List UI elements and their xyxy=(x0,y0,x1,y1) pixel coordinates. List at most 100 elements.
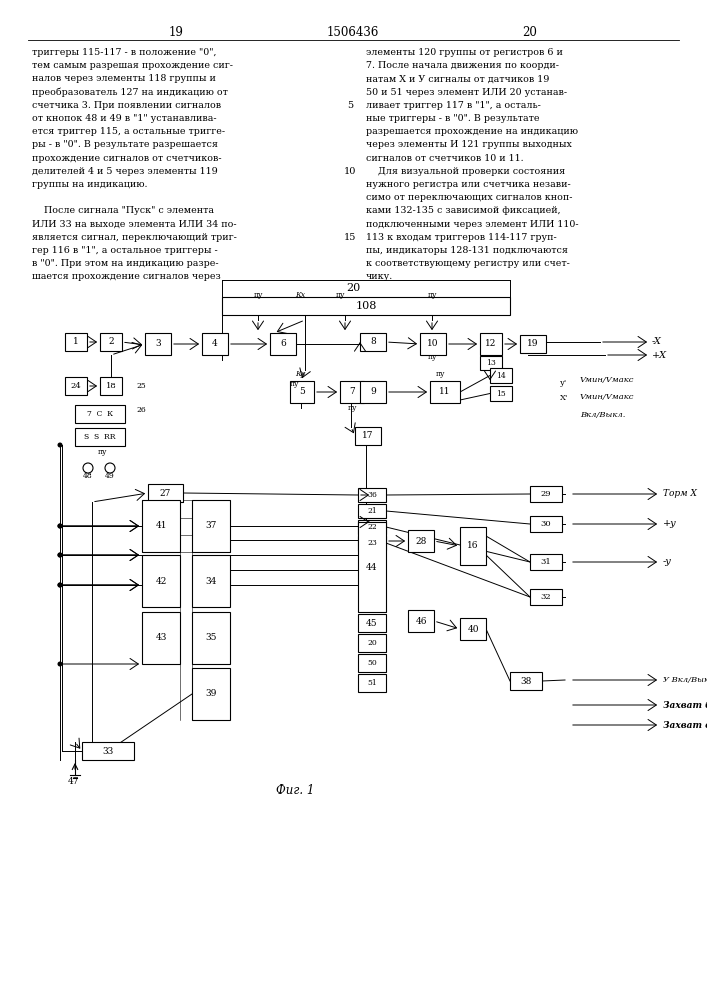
Bar xyxy=(408,610,434,632)
Circle shape xyxy=(58,553,62,557)
Circle shape xyxy=(58,662,62,666)
Text: 113 к входам триггеров 114-117 груп-: 113 к входам триггеров 114-117 груп- xyxy=(366,233,556,242)
Bar xyxy=(290,381,314,403)
Bar xyxy=(530,486,562,502)
Bar xyxy=(202,333,228,355)
Text: подключенными через элемент ИЛИ 110-: подключенными через элемент ИЛИ 110- xyxy=(366,220,578,229)
Bar xyxy=(460,527,486,565)
Text: ками 132-135 с зависимой фиксацией,: ками 132-135 с зависимой фиксацией, xyxy=(366,206,561,215)
Text: натам X и У сигналы от датчиков 19: натам X и У сигналы от датчиков 19 xyxy=(366,74,549,83)
Text: налов через элементы 118 группы и: налов через элементы 118 группы и xyxy=(32,74,216,83)
Text: 30: 30 xyxy=(541,520,551,528)
Text: 28: 28 xyxy=(415,536,427,546)
Text: 10: 10 xyxy=(344,167,356,176)
Text: 1506436: 1506436 xyxy=(327,25,379,38)
Text: симо от переключающих сигналов кноп-: симо от переключающих сигналов кноп- xyxy=(366,193,573,202)
Text: 14: 14 xyxy=(496,371,506,379)
Text: 31: 31 xyxy=(541,558,551,566)
Text: 45: 45 xyxy=(366,618,378,628)
Text: 35: 35 xyxy=(205,634,217,643)
Text: счетчика 3. При появлении сигналов: счетчика 3. При появлении сигналов xyxy=(32,101,221,110)
Text: 3: 3 xyxy=(156,340,160,349)
Bar xyxy=(192,500,230,552)
Text: разрешается прохождение на индикацию: разрешается прохождение на индикацию xyxy=(366,127,578,136)
Text: 40: 40 xyxy=(467,624,479,634)
Text: 51: 51 xyxy=(367,679,377,687)
Text: -X: -X xyxy=(652,338,662,347)
Bar xyxy=(82,742,134,760)
Text: 4: 4 xyxy=(212,340,218,349)
Text: 43: 43 xyxy=(156,634,167,643)
Text: 42: 42 xyxy=(156,576,167,585)
Text: 10: 10 xyxy=(427,340,439,349)
Bar xyxy=(100,333,122,351)
Text: в "0". При этом на индикацию разре-: в "0". При этом на индикацию разре- xyxy=(32,259,218,268)
Bar xyxy=(192,612,230,664)
Text: тем самым разрешая прохождение сиг-: тем самым разрешая прохождение сиг- xyxy=(32,61,233,70)
Bar xyxy=(358,654,386,672)
Bar xyxy=(270,333,296,355)
Bar xyxy=(460,618,486,640)
Bar xyxy=(75,405,125,423)
Bar xyxy=(142,555,180,607)
Circle shape xyxy=(58,524,62,528)
Text: +у: +у xyxy=(663,520,677,528)
Text: 46: 46 xyxy=(415,616,427,626)
Text: триггеры 115-117 - в положение "0",: триггеры 115-117 - в положение "0", xyxy=(32,48,216,57)
Bar xyxy=(490,368,512,383)
Text: 34: 34 xyxy=(205,576,216,585)
Bar xyxy=(192,668,230,720)
Text: 1: 1 xyxy=(73,338,79,347)
Text: 5: 5 xyxy=(299,387,305,396)
Text: Для визуальной проверки состояния: Для визуальной проверки состояния xyxy=(366,167,566,176)
Text: Захват блево(-2): Захват блево(-2) xyxy=(663,700,707,710)
Text: +X: +X xyxy=(652,351,667,360)
Text: После сигнала "Пуск" с элемента: После сигнала "Пуск" с элемента xyxy=(32,206,214,215)
Text: 2: 2 xyxy=(108,338,114,347)
Text: 50 и 51 через элемент ИЛИ 20 устанав-: 50 и 51 через элемент ИЛИ 20 устанав- xyxy=(366,88,567,97)
Bar xyxy=(510,672,542,690)
Text: 24: 24 xyxy=(71,382,81,390)
Bar xyxy=(222,297,510,315)
Bar xyxy=(520,335,546,353)
Text: 7  С  К: 7 С К xyxy=(87,410,113,418)
Text: 20: 20 xyxy=(346,283,360,293)
Text: 16: 16 xyxy=(467,542,479,550)
Text: пу: пу xyxy=(427,353,437,361)
Text: 11: 11 xyxy=(439,387,451,396)
Text: 9: 9 xyxy=(370,387,376,396)
Bar xyxy=(358,488,386,502)
Circle shape xyxy=(58,583,62,587)
Text: 23: 23 xyxy=(367,539,377,547)
Bar xyxy=(358,522,386,612)
Circle shape xyxy=(105,463,115,473)
Text: 39: 39 xyxy=(205,690,216,698)
Bar xyxy=(340,381,364,403)
Circle shape xyxy=(83,463,93,473)
Text: чику.: чику. xyxy=(366,272,393,281)
Bar xyxy=(142,612,180,664)
Text: ИЛИ 33 на выходе элемента ИЛИ 34 по-: ИЛИ 33 на выходе элемента ИЛИ 34 по- xyxy=(32,220,237,229)
Text: пу: пу xyxy=(335,291,345,299)
Text: 15: 15 xyxy=(344,233,356,242)
Text: пу: пу xyxy=(436,370,445,378)
Text: Вкл/Выкл.: Вкл/Выкл. xyxy=(580,411,626,419)
Bar xyxy=(530,554,562,570)
Text: 5: 5 xyxy=(347,101,353,110)
Text: от кнопок 48 и 49 в "1" устанавлива-: от кнопок 48 и 49 в "1" устанавлива- xyxy=(32,114,216,123)
Bar xyxy=(358,674,386,692)
Text: ры - в "0". В результате разрешается: ры - в "0". В результате разрешается xyxy=(32,140,218,149)
Text: 25: 25 xyxy=(136,382,146,390)
Text: пу: пу xyxy=(291,380,300,388)
Text: ливает триггер 117 в "1", а осталь-: ливает триггер 117 в "1", а осталь- xyxy=(366,101,541,110)
Text: группы на индикацию.: группы на индикацию. xyxy=(32,180,148,189)
Text: 20: 20 xyxy=(367,639,377,647)
Bar xyxy=(480,333,502,355)
Text: X': X' xyxy=(560,394,568,402)
Text: сигналов от счетчиков 10 и 11.: сигналов от счетчиков 10 и 11. xyxy=(366,154,524,163)
Text: 19: 19 xyxy=(168,25,183,38)
Text: 15: 15 xyxy=(496,389,506,397)
Text: нужного регистра или счетчика незави-: нужного регистра или счетчика незави- xyxy=(366,180,571,189)
Bar xyxy=(358,634,386,652)
Text: через элементы И 121 группы выходных: через элементы И 121 группы выходных xyxy=(366,140,572,149)
